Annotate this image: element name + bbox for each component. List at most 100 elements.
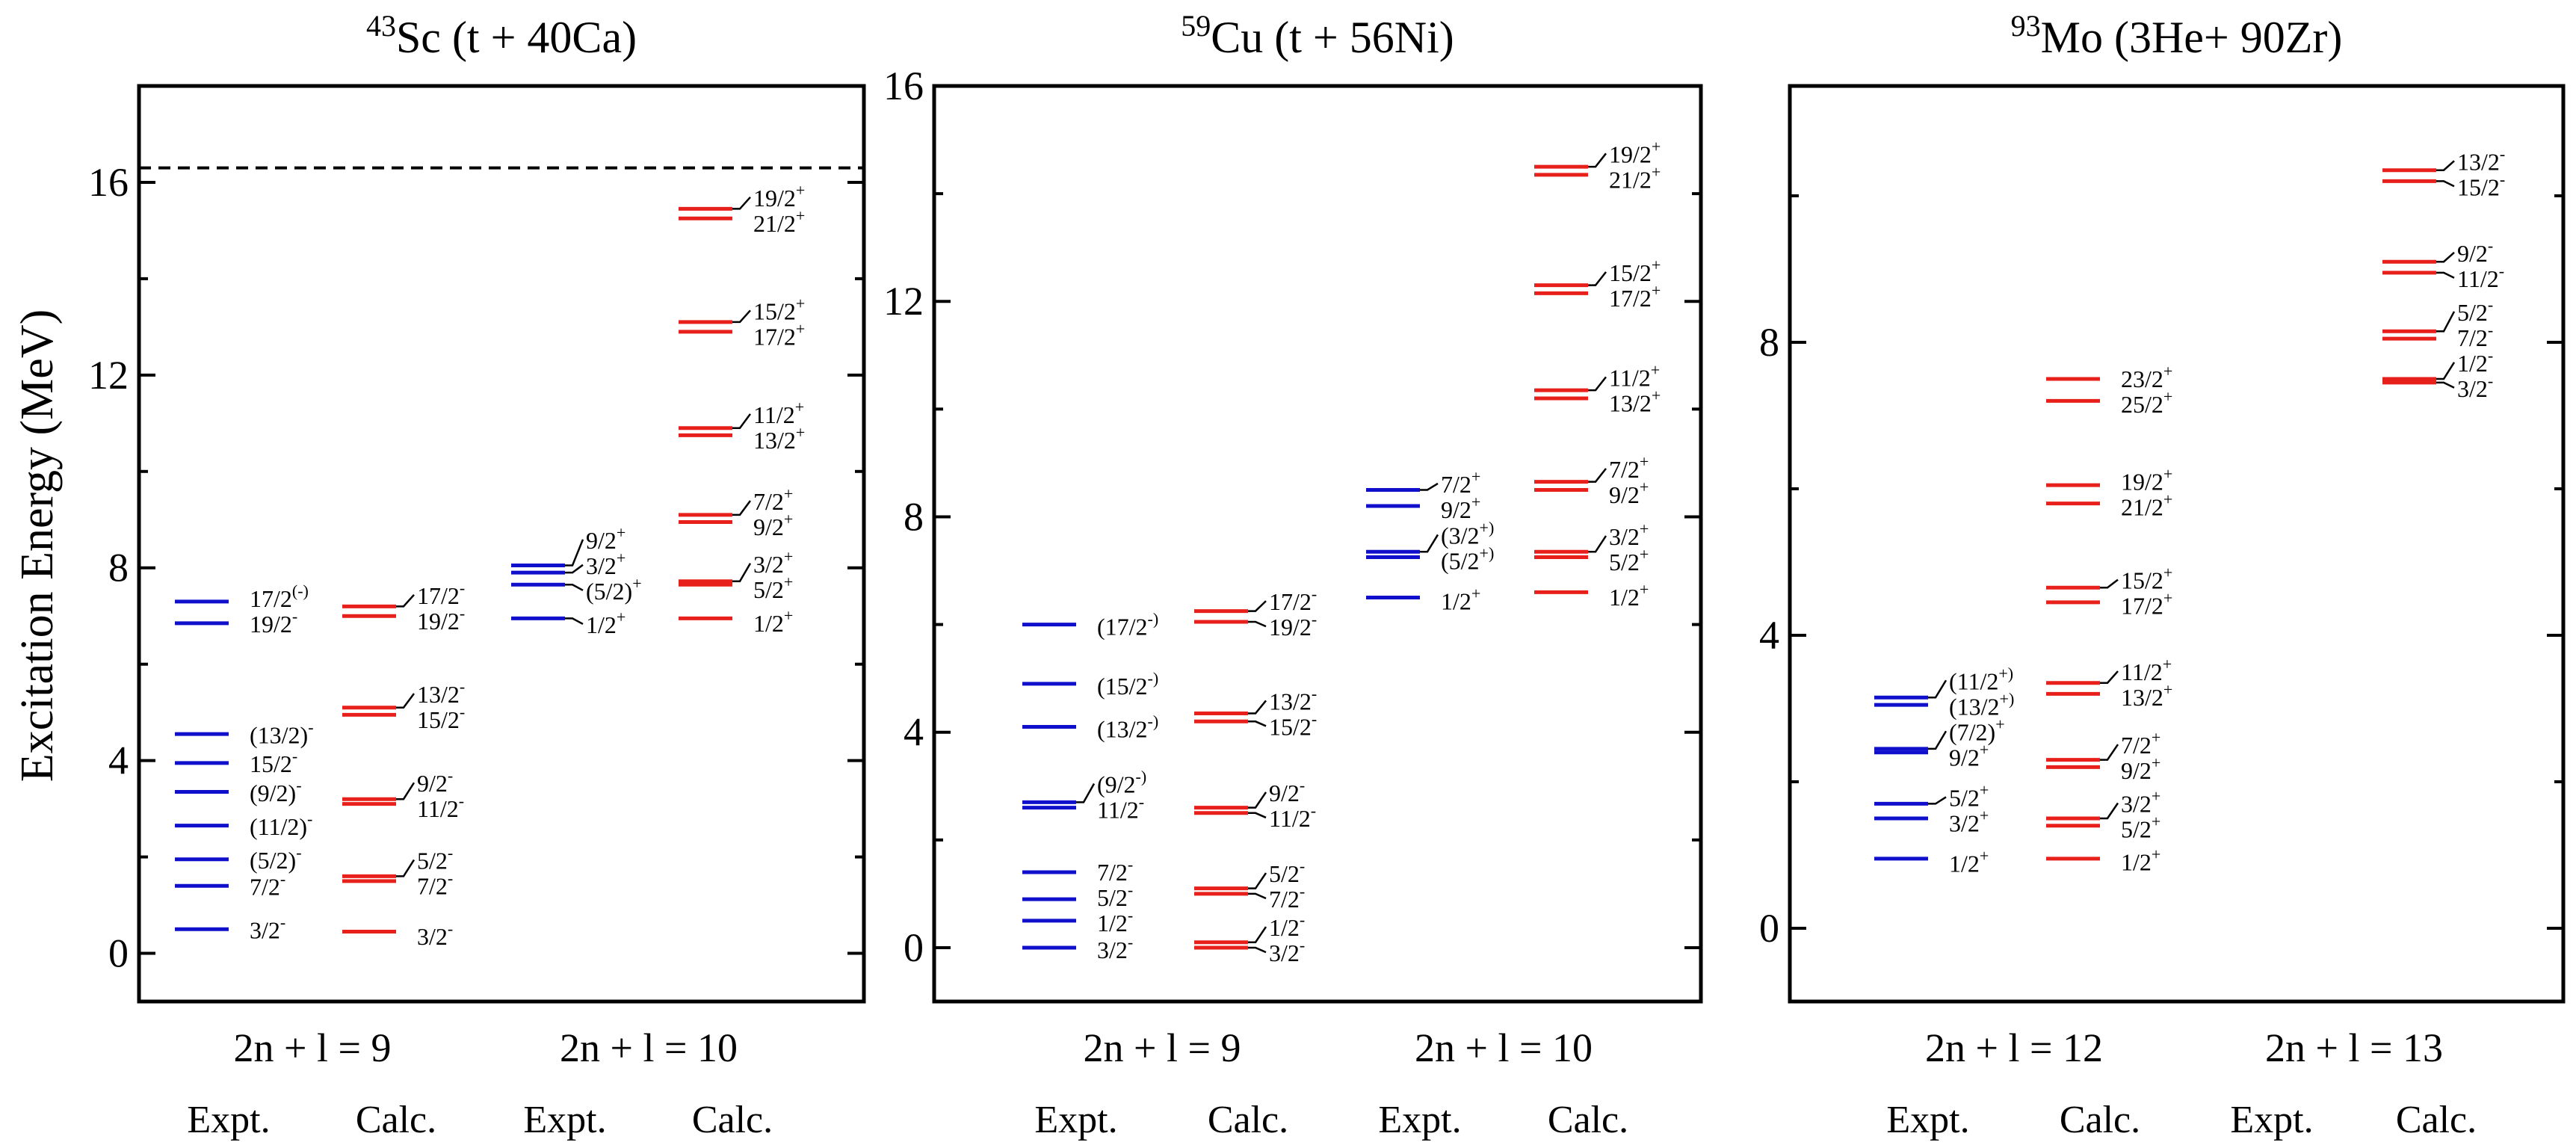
- level-label: 9/2+: [1441, 493, 1480, 523]
- level-label: 3/2-: [1097, 933, 1133, 963]
- level-label: 15/2-: [2457, 170, 2505, 200]
- level-label: 3/2+: [2121, 787, 2160, 818]
- level-connector: [2436, 381, 2455, 389]
- level-label: (7/2)+: [1949, 715, 2005, 745]
- level-connector: [732, 309, 751, 324]
- panel-frame: [1788, 84, 2566, 1004]
- level-connector: [1248, 600, 1267, 612]
- level-connector: [1248, 620, 1267, 628]
- level-label: 5/2+: [753, 573, 793, 603]
- level-label: 3/2+: [1949, 806, 1989, 836]
- level-connector: [565, 584, 584, 591]
- level-connector: [1420, 534, 1439, 553]
- level-label: 3/2-: [1269, 936, 1305, 966]
- level-label: 21/2+: [1609, 162, 1661, 193]
- group-label: 2n + l = 13: [2265, 1025, 2443, 1070]
- column-label: Expt.: [523, 1099, 606, 1141]
- level-connector: [2436, 251, 2455, 263]
- level-label: (5/2)-: [250, 843, 302, 874]
- level-label: 9/2+: [753, 510, 793, 540]
- column-label: Expt.: [187, 1099, 270, 1141]
- level-label: 23/2+: [2121, 362, 2172, 392]
- level-label: 7/2-: [1097, 855, 1133, 886]
- level-label: 5/2+: [1609, 545, 1649, 575]
- level-label: 25/2+: [2121, 387, 2172, 418]
- level-label: 13/2-: [2457, 144, 2505, 175]
- level-label: (3/2+): [1441, 518, 1494, 549]
- level-connector: [396, 693, 416, 709]
- y-tick-label: 4: [1759, 613, 1779, 658]
- panel-title: 43Sc (t + 40Ca): [366, 9, 637, 62]
- column-label: Calc.: [1548, 1099, 1628, 1141]
- level-label: 1/2+: [2121, 845, 2160, 876]
- level-connector: [2100, 744, 2119, 761]
- level-label: 13/2+: [2121, 680, 2172, 711]
- level-connector: [1588, 468, 1607, 483]
- level-connector: [2100, 578, 2119, 589]
- level-label: 19/2+: [753, 181, 805, 212]
- column-label: Calc.: [1208, 1099, 1288, 1141]
- level-connector: [2100, 802, 2119, 820]
- level-connector: [1248, 872, 1267, 889]
- level-label: 7/2-: [2457, 321, 2493, 351]
- level-label: 11/2-: [1097, 793, 1144, 824]
- level-label: 21/2+: [2121, 490, 2172, 520]
- level-label: 3/2-: [417, 919, 453, 950]
- level-label: (9/2)-: [250, 776, 302, 806]
- column-label: Expt.: [2230, 1099, 2313, 1141]
- level-connector: [565, 564, 584, 574]
- level-label: 5/2+: [2121, 812, 2160, 843]
- panel-title: 59Cu (t + 56Ni): [1181, 9, 1454, 62]
- level-label: 17/2+: [2121, 589, 2172, 620]
- level-label: 11/2-: [1269, 801, 1316, 832]
- level-label: 7/2+: [753, 484, 793, 515]
- level-label: 9/2-: [2457, 236, 2493, 267]
- panel-title: 93Mo (3He+ 90Zr): [2011, 9, 2343, 62]
- level-connector: [1588, 152, 1607, 168]
- level-label: 15/2+: [1609, 256, 1661, 286]
- y-tick-label: 8: [1759, 320, 1779, 365]
- level-label: 3/2+: [753, 547, 793, 578]
- level-label: 15/2-: [417, 703, 465, 733]
- group-label: 2n + l = 12: [1925, 1025, 2103, 1070]
- level-label: 17/2+: [753, 319, 805, 350]
- level-label: 7/2-: [1269, 882, 1305, 913]
- level-label: 9/2+: [1609, 478, 1649, 508]
- level-label: 1/2+: [1949, 846, 1989, 877]
- level-connector: [1248, 812, 1267, 819]
- panel-1: 43Sc (t + 40Ca) 0 4 8 12 16 2n + l = 9 2n + l =…: [88, 9, 866, 1141]
- level-label: (11/2+): [1949, 664, 2013, 694]
- group-label: 2n + l = 10: [560, 1025, 738, 1070]
- panel-frame: [137, 84, 866, 1004]
- level-label: 21/2+: [753, 206, 805, 237]
- y-tick-label: 16: [883, 64, 924, 108]
- level-connector: [1248, 720, 1267, 727]
- level-label: 3/2-: [250, 913, 285, 944]
- level-label: 5/2-: [2457, 295, 2493, 326]
- panel-2: 59Cu (t + 56Ni) 0 4 8 12 16 2n + l = 9 2n + l =…: [883, 9, 1703, 1141]
- level-label: 15/2-: [1269, 709, 1317, 740]
- level-label: 5/2+: [1949, 780, 1989, 811]
- level-label: 7/2-: [417, 868, 453, 899]
- level-label: 1/2-: [2457, 346, 2493, 377]
- level-label: 3/2+: [1609, 519, 1649, 550]
- group-label: 2n + l = 9: [1084, 1025, 1241, 1070]
- level-connector: [2436, 160, 2455, 171]
- y-tick-label: 12: [883, 279, 924, 324]
- level-label: (17/2-): [1097, 610, 1158, 641]
- level-label: 3/2-: [2457, 371, 2493, 402]
- level-label: 1/2+: [1609, 580, 1649, 611]
- level-label: 11/2+: [1609, 360, 1660, 391]
- level-label: 19/2+: [1609, 137, 1661, 167]
- level-label: 17/2+: [1609, 281, 1661, 312]
- level-connector: [396, 593, 415, 608]
- level-label: 9/2-: [1269, 776, 1305, 806]
- level-label: 13/2+: [1609, 386, 1661, 416]
- column-label: Expt.: [1378, 1099, 1461, 1141]
- level-label: 11/2+: [753, 398, 804, 428]
- column-label: Calc.: [2060, 1099, 2140, 1141]
- level-connector: [1248, 926, 1267, 943]
- y-tick-label: 0: [108, 931, 129, 976]
- level-connector: [1420, 482, 1439, 491]
